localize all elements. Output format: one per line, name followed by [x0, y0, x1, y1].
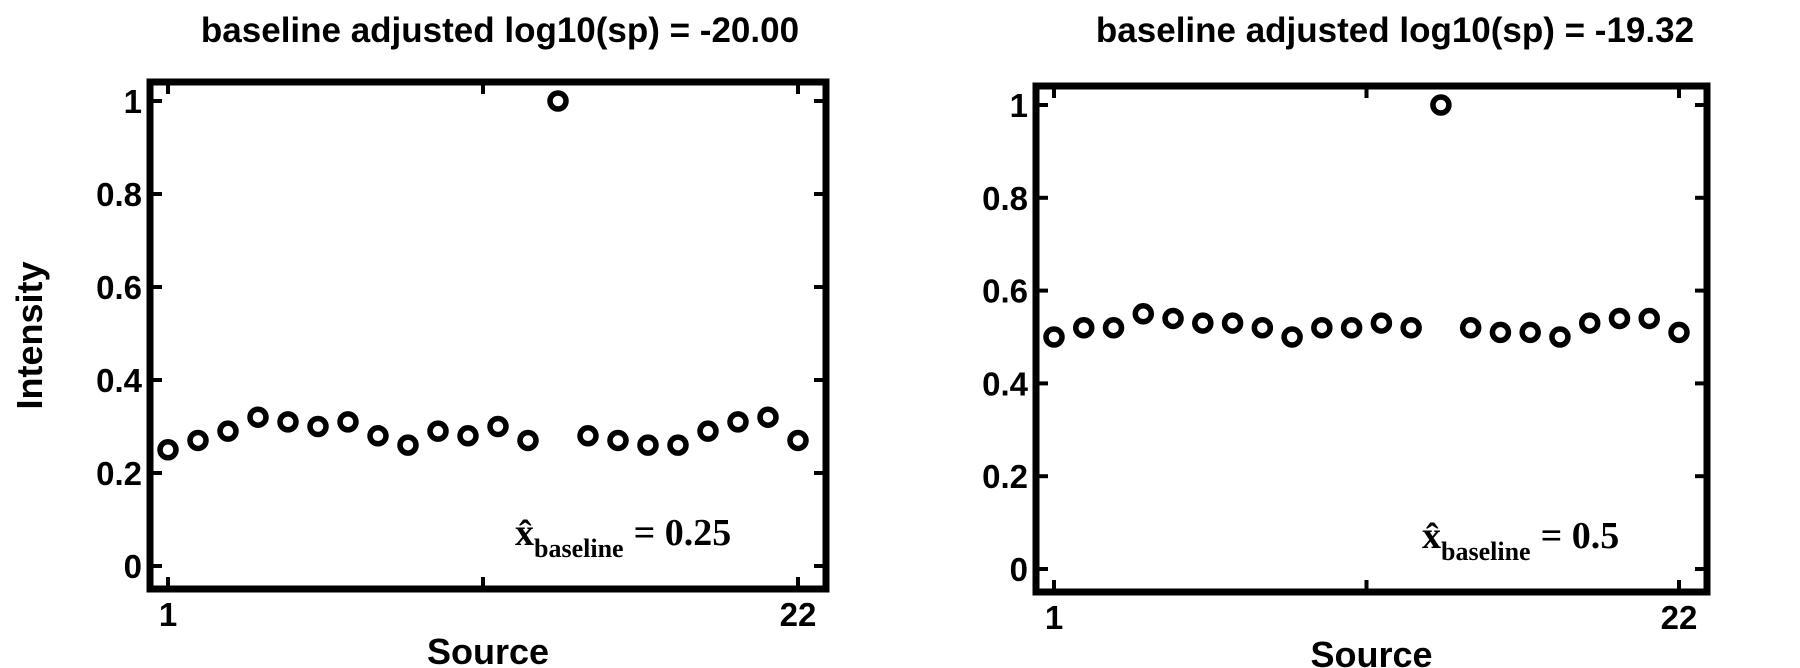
- data-point: [1102, 316, 1125, 339]
- x-axis-label: Source: [1310, 634, 1432, 668]
- data-point: [1608, 307, 1631, 330]
- data-point: [727, 411, 749, 433]
- plot-frame: [146, 78, 830, 593]
- data-point: [247, 406, 269, 428]
- data-point: [1073, 316, 1095, 339]
- chart-title: baseline adjusted log10(sp) = -20.00: [201, 11, 799, 50]
- baseline-annotation: x̂baseline = 0.25: [515, 512, 731, 563]
- data-point: [1519, 321, 1541, 344]
- baseline-annotation: x̂baseline = 0.5: [1422, 515, 1619, 566]
- data-point: [667, 434, 689, 456]
- data-point: [1668, 321, 1690, 344]
- data-point: [607, 429, 629, 452]
- y-tick-label: 0: [124, 548, 142, 585]
- y-tick-label: 0.8: [96, 176, 142, 213]
- plot-frame: [1032, 82, 1711, 596]
- data-point: [1340, 316, 1363, 339]
- data-point: [1192, 312, 1214, 334]
- data-point: [547, 90, 569, 112]
- data-point: [1132, 303, 1155, 325]
- chart-title: baseline adjusted log10(sp) = -19.32: [1096, 11, 1694, 50]
- data-point: [697, 420, 719, 442]
- y-tick-label: 1: [124, 83, 142, 120]
- data-point: [397, 434, 419, 456]
- y-tick-label: 1: [1010, 87, 1028, 124]
- data-point: [787, 429, 809, 452]
- x-tick-label: 1: [1045, 599, 1063, 636]
- data-point: [307, 415, 329, 438]
- x-tick-label: 1: [159, 596, 177, 633]
- data-point: [187, 429, 209, 452]
- y-tick-label: 0.4: [96, 362, 143, 399]
- x-axis-label: Source: [427, 631, 549, 668]
- data-point: [367, 425, 389, 447]
- annotation-symbol: x̂: [1422, 515, 1441, 557]
- data-point: [1459, 316, 1482, 339]
- data-point: [1162, 307, 1184, 330]
- y-tick-label: 0.2: [96, 455, 142, 492]
- data-point: [487, 415, 509, 438]
- y-axis-label: Intensity: [9, 261, 50, 409]
- annotation-subscript: baseline: [1441, 537, 1531, 566]
- data-point: [157, 439, 179, 461]
- annotation-value: = 0.25: [634, 512, 732, 554]
- y-tick-label: 0.6: [982, 273, 1028, 310]
- data-point: [1251, 316, 1274, 339]
- data-point: [277, 411, 299, 433]
- data-point: [1400, 316, 1422, 339]
- y-tick-label: 0.4: [982, 365, 1029, 402]
- data-point: [1221, 312, 1244, 334]
- data-point: [1638, 307, 1660, 330]
- data-point: [337, 411, 359, 433]
- data-point: [1311, 316, 1333, 339]
- annotation-symbol: x̂: [515, 512, 534, 554]
- data-point: [517, 429, 539, 452]
- data-point: [1549, 326, 1571, 348]
- data-point: [457, 425, 479, 447]
- data-point: [1430, 94, 1452, 116]
- y-tick-label: 0.2: [982, 458, 1028, 495]
- x-tick-label: 22: [1661, 599, 1698, 636]
- y-tick-label: 0: [1010, 551, 1028, 588]
- chart-panel-2: baseline adjusted log10(sp) = -19.32 0 0.2…: [982, 11, 1711, 668]
- annotation-subscript: baseline: [534, 534, 624, 563]
- data-point: [1370, 312, 1393, 334]
- y-tick-label: 0.6: [96, 269, 142, 306]
- data-point: [1281, 326, 1303, 348]
- data-point: [1578, 312, 1601, 334]
- y-tick-label: 0.8: [982, 180, 1028, 217]
- data-point: [757, 406, 779, 428]
- data-point: [217, 420, 239, 442]
- data-point: [1043, 326, 1065, 348]
- data-point: [427, 420, 449, 442]
- chart-panel-1: baseline adjusted log10(sp) = -20.00 0 0.2…: [9, 11, 830, 668]
- annotation-value: = 0.5: [1541, 515, 1620, 557]
- data-point: [637, 434, 659, 456]
- x-tick-label: 22: [780, 596, 817, 633]
- data-point: [1489, 321, 1512, 344]
- data-point: [577, 425, 599, 447]
